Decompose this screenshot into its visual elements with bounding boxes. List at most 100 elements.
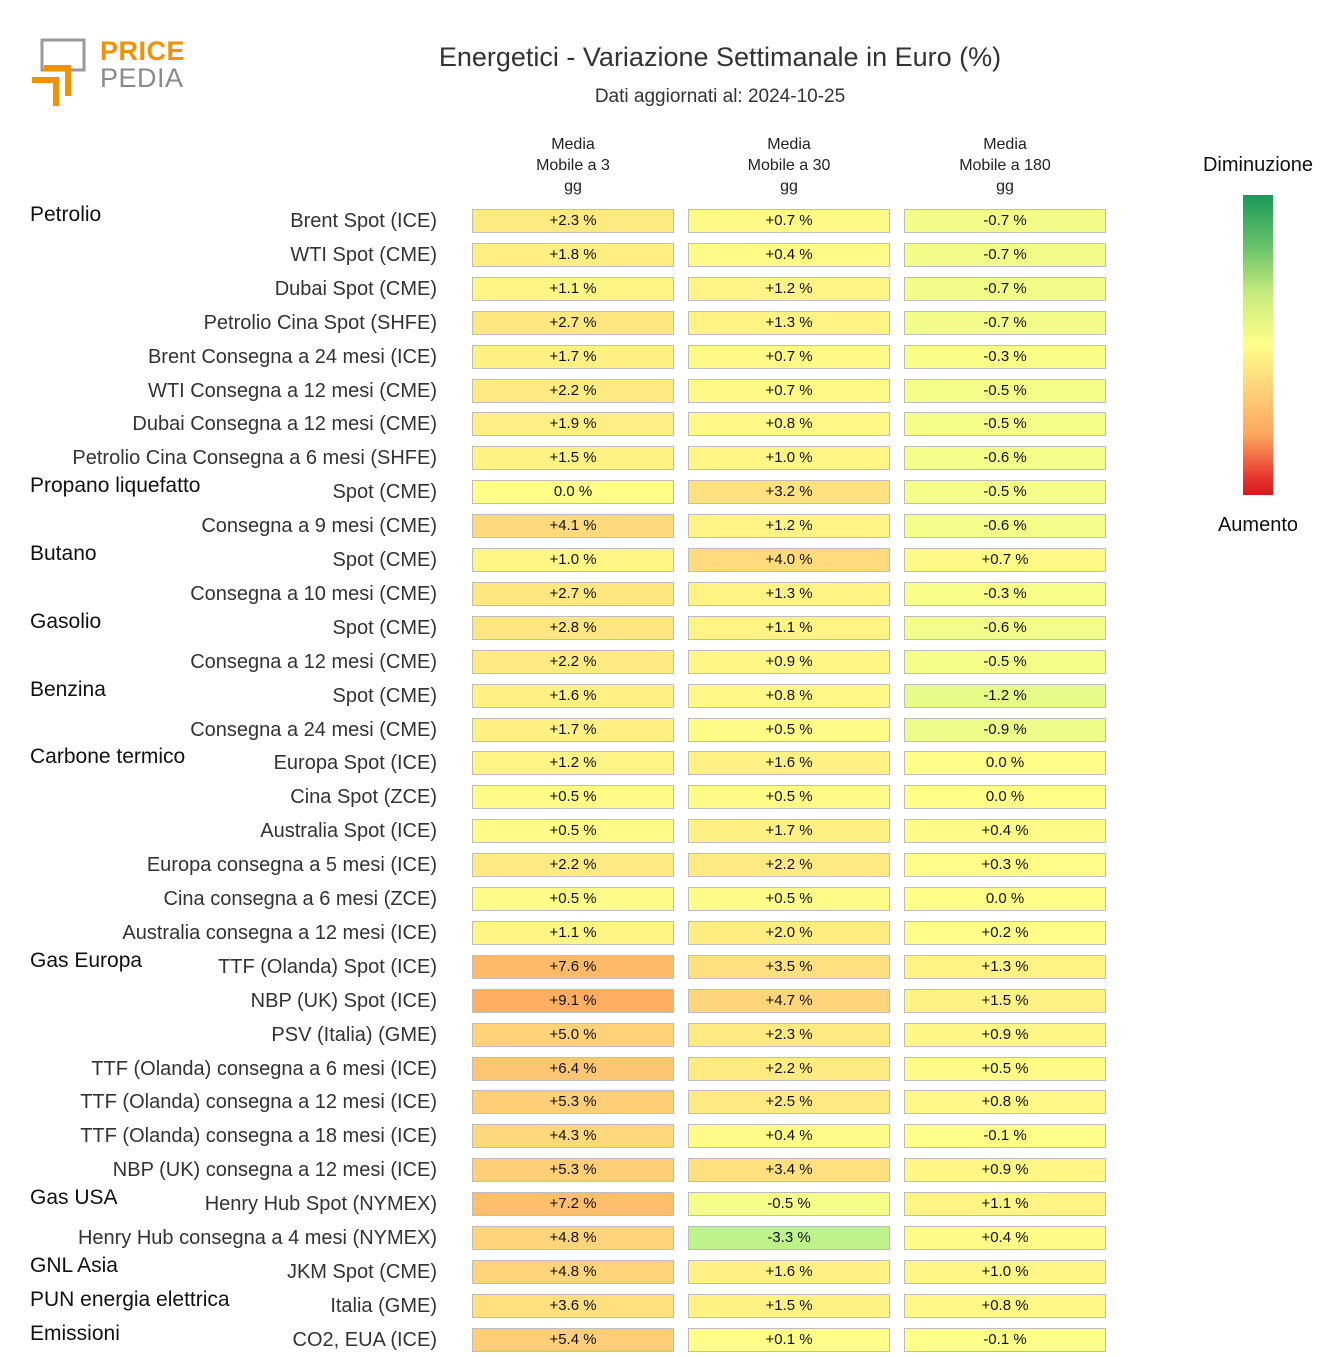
row-label: Italia (GME) — [330, 1294, 437, 1317]
value-cell: +1.7 % — [472, 717, 674, 742]
row-label: Spot (CME) — [332, 684, 437, 707]
value-cell: +0.5 % — [472, 785, 674, 810]
value-cell: +3.4 % — [688, 1158, 890, 1183]
value-cell: +1.3 % — [904, 954, 1106, 979]
value-cell: +0.5 % — [688, 717, 890, 742]
row-label: TTF (Olanda) consegna a 12 mesi (ICE) — [80, 1091, 437, 1114]
value-cell: +2.0 % — [688, 920, 890, 945]
value-cell: -0.9 % — [904, 717, 1106, 742]
value-cell: +0.7 % — [688, 209, 890, 233]
value-cell: +2.2 % — [688, 1056, 890, 1081]
value-cell: +1.0 % — [688, 446, 890, 471]
column-header-line: Media — [767, 136, 811, 153]
row-label: Dubai Spot (CME) — [274, 277, 437, 300]
value-cell: +4.0 % — [688, 548, 890, 572]
value-cell: +2.2 % — [472, 649, 674, 674]
value-cell: -1.2 % — [904, 683, 1106, 708]
row-label: CO2, EUA (ICE) — [292, 1328, 437, 1351]
row-label: Henry Hub consegna a 4 mesi (NYMEX) — [77, 1227, 437, 1249]
row-label: NBP (UK) consegna a 12 mesi (ICE) — [112, 1159, 437, 1182]
column-header-line: gg — [780, 178, 798, 195]
column-header-line: Mobile a 3 — [536, 157, 610, 174]
group-label: Carbone termico — [30, 745, 186, 769]
group-label: Gas USA — [30, 1186, 118, 1210]
row-label: NBP (UK) Spot (ICE) — [250, 989, 437, 1012]
group-label: Petrolio — [30, 203, 102, 226]
chart-title: Energetici - Variazione Settimanale in E… — [438, 42, 1002, 72]
group-label: Benzina — [30, 677, 106, 701]
column-header-line: gg — [996, 178, 1014, 195]
value-cell: +1.1 % — [472, 920, 674, 945]
value-cell: +5.4 % — [472, 1327, 674, 1352]
value-cell: +0.8 % — [904, 1090, 1106, 1115]
column-header-line: gg — [564, 178, 582, 195]
row-label: Australia Spot (ICE) — [260, 820, 437, 843]
value-cell: +3.2 % — [688, 480, 890, 505]
value-cell: 0.0 % — [904, 887, 1106, 911]
value-cell: +1.8 % — [472, 242, 674, 267]
row-label: WTI Consegna a 12 mesi (CME) — [148, 379, 437, 402]
value-cell: +2.8 % — [472, 615, 674, 640]
value-cell: -0.1 % — [904, 1124, 1106, 1149]
value-cell: +0.8 % — [904, 1293, 1106, 1318]
value-cell: -0.3 % — [904, 344, 1106, 369]
value-cell: -3.3 % — [688, 1226, 890, 1250]
value-cell: -0.7 % — [904, 242, 1106, 267]
value-cell: +4.1 % — [472, 514, 674, 539]
chart-subtitle: Dati aggiornati al: 2024-10-25 — [594, 86, 846, 107]
row-label: Henry Hub Spot (NYMEX) — [204, 1193, 437, 1216]
value-cell: -0.6 % — [904, 514, 1106, 539]
value-cell: +1.2 % — [688, 514, 890, 539]
value-cell: +0.8 % — [688, 412, 890, 437]
group-label: Butano — [30, 542, 97, 565]
value-cell: +7.6 % — [472, 954, 674, 979]
logo-line1: PRICE — [100, 36, 186, 66]
pricepedia-logo-icon — [32, 38, 86, 106]
value-cell: +5.3 % — [472, 1158, 674, 1183]
row-label: PSV (Italia) (GME) — [271, 1023, 437, 1046]
row-label: Spot (CME) — [332, 549, 437, 571]
value-cell: +0.5 % — [688, 887, 890, 911]
value-cell: +9.1 % — [472, 988, 674, 1013]
value-cell: +4.3 % — [472, 1124, 674, 1149]
value-cell: -0.7 % — [904, 209, 1106, 233]
value-cell: +1.3 % — [688, 310, 890, 335]
row-label: Australia consegna a 12 mesi (ICE) — [122, 921, 437, 944]
value-cell: +0.7 % — [688, 378, 890, 403]
value-cell: +1.1 % — [472, 276, 674, 301]
row-label: TTF (Olanda) consegna a 6 mesi (ICE) — [91, 1057, 437, 1080]
value-cell: -0.5 % — [904, 412, 1106, 437]
value-cell: +4.8 % — [472, 1259, 674, 1284]
value-cell: +6.4 % — [472, 1056, 674, 1081]
pricepedia-logo: PRICE PEDIA — [30, 38, 190, 110]
group-label: Emissioni — [30, 1321, 120, 1345]
value-cell: +1.0 % — [472, 548, 674, 572]
legend-top-label: Diminuzione — [1202, 154, 1314, 176]
value-cell: +0.4 % — [904, 819, 1106, 844]
value-cell: +0.3 % — [904, 853, 1106, 878]
value-cell: -0.6 % — [904, 615, 1106, 640]
group-label: Gasolio — [30, 609, 102, 633]
value-cell: 0.0 % — [472, 480, 674, 505]
value-cell: -0.5 % — [904, 649, 1106, 674]
group-label: Gas Europa — [30, 948, 143, 972]
value-cell: +3.6 % — [472, 1293, 674, 1318]
value-cell: -0.1 % — [904, 1327, 1106, 1352]
row-label: Consegna a 12 mesi (CME) — [190, 650, 437, 673]
value-cell: +0.5 % — [688, 785, 890, 810]
column-header-3gg: Media Mobile a 3 gg — [472, 134, 674, 197]
row-label: Brent Consegna a 24 mesi (ICE) — [147, 345, 437, 368]
value-cell: 0.0 % — [904, 751, 1106, 776]
value-cell: +0.7 % — [904, 548, 1106, 572]
legend-color-scale — [1243, 195, 1273, 495]
logo-wordmark: PRICE PEDIA — [100, 38, 185, 92]
legend-bottom-label: Aumento — [1217, 514, 1299, 536]
logo-line2: PEDIA — [100, 63, 184, 93]
value-cell: +1.3 % — [688, 581, 890, 606]
value-cell: -0.6 % — [904, 446, 1106, 471]
value-cell: +1.6 % — [688, 1259, 890, 1284]
value-cell: +2.2 % — [472, 853, 674, 878]
column-header-line: Media — [983, 136, 1027, 153]
value-cell: +1.1 % — [904, 1192, 1106, 1217]
value-cell: +4.7 % — [688, 988, 890, 1013]
